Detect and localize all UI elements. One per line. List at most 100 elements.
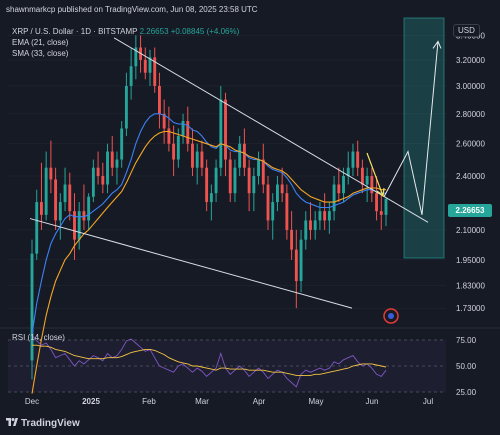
time-tick-label: Feb — [142, 397, 156, 406]
ema-legend[interactable]: EMA (21, close) — [12, 38, 69, 47]
candle — [191, 128, 194, 177]
projected-path-arrowhead — [432, 40, 442, 49]
candle — [200, 140, 204, 177]
candle-body — [214, 167, 218, 194]
candle — [120, 121, 124, 168]
upper-trendline — [113, 37, 429, 223]
candle-body — [124, 85, 128, 129]
candle — [261, 143, 265, 194]
candle-body — [54, 179, 58, 221]
candle — [134, 35, 138, 80]
candle — [110, 136, 114, 177]
sma-33-line — [31, 130, 386, 394]
time-tick-label: Jun — [366, 397, 379, 406]
candle — [44, 151, 48, 221]
rsi-line — [31, 334, 387, 388]
time-axis: Dec 2025 Feb Mar Apr May Jun Jul — [25, 397, 433, 406]
candle — [39, 162, 43, 230]
last-price-badge: 2.26653 — [448, 204, 492, 217]
candle — [35, 189, 39, 260]
publish-line: shawnmarkcp published on TradingView.com… — [6, 5, 258, 14]
marker-dot-icon — [388, 313, 394, 319]
candle-body — [49, 167, 53, 180]
candle-body — [73, 211, 76, 240]
price-change: +0.08845 (+4.06%) — [170, 27, 240, 36]
candle-body — [219, 99, 223, 168]
symbol-name: XRP / U.S. Dollar · 1D · BITSTAMP — [12, 27, 138, 36]
rsi-tick-label: 25.00 — [456, 388, 477, 397]
candle-body — [148, 57, 152, 73]
candle — [115, 151, 119, 185]
rsi-tick-label: 75.00 — [456, 336, 477, 345]
candle-body — [238, 143, 242, 168]
candle — [205, 159, 209, 212]
candle — [209, 184, 213, 221]
marker-circle-icon — [383, 308, 399, 324]
candle — [384, 198, 388, 227]
candle — [266, 176, 270, 230]
time-tick-label: Jul — [423, 397, 433, 406]
candle-body — [77, 211, 81, 240]
candle — [195, 143, 199, 185]
rsi-legend[interactable]: RSI (14, close) — [12, 333, 65, 342]
candle — [242, 128, 246, 177]
candle-body — [63, 184, 67, 203]
candle-body — [58, 202, 62, 221]
candle — [77, 202, 81, 250]
time-tick-label: May — [308, 397, 323, 406]
candle-body — [384, 198, 388, 215]
sma-legend[interactable]: SMA (33, close) — [12, 49, 69, 58]
candle — [233, 159, 237, 203]
candle — [73, 193, 76, 260]
price-tick-label: 1.73000 — [456, 304, 485, 313]
candle — [313, 211, 317, 240]
price-tick-label: 1.83000 — [456, 281, 485, 290]
brand-logo[interactable]: TradingView — [6, 417, 80, 429]
candle — [101, 162, 105, 194]
candle-body — [313, 220, 317, 230]
candle-body — [191, 143, 194, 168]
time-tick-label: Mar — [195, 397, 209, 406]
candle-body — [275, 184, 279, 203]
candle — [228, 151, 232, 203]
candle — [252, 167, 256, 212]
symbol-line: XRP / U.S. Dollar · 1D · BITSTAMP 2.2665… — [12, 27, 239, 36]
price-tick-label: 3.00000 — [456, 82, 485, 91]
candle — [63, 167, 67, 212]
candle — [172, 125, 176, 177]
candle — [318, 202, 322, 230]
candle-body — [266, 184, 270, 221]
candle — [337, 167, 341, 203]
candle-body — [285, 193, 289, 230]
candle — [129, 47, 133, 100]
candle-body — [35, 202, 39, 254]
candle-body — [228, 159, 232, 194]
candle — [285, 184, 289, 240]
candle-body — [181, 121, 185, 137]
candle-body — [327, 211, 331, 221]
time-tick-label: 2025 — [82, 397, 100, 406]
candle — [238, 136, 242, 177]
candle-body — [271, 202, 275, 221]
candle — [82, 184, 86, 230]
candle — [181, 113, 185, 144]
candle — [167, 106, 171, 152]
candle-body — [365, 176, 369, 185]
candle-body — [172, 143, 176, 160]
candle-body — [247, 167, 251, 194]
candle-body — [375, 193, 379, 212]
candle — [143, 47, 147, 80]
projected-path — [383, 41, 439, 215]
candle — [186, 106, 190, 152]
candle-body — [209, 193, 213, 203]
candle — [370, 167, 374, 203]
candle-body — [242, 143, 246, 168]
candle-body — [379, 211, 383, 215]
currency-button[interactable]: USD — [453, 24, 480, 37]
candle — [157, 72, 161, 129]
candle — [309, 202, 312, 240]
candle — [91, 159, 95, 203]
candle — [346, 151, 350, 185]
candle-body — [129, 66, 133, 86]
